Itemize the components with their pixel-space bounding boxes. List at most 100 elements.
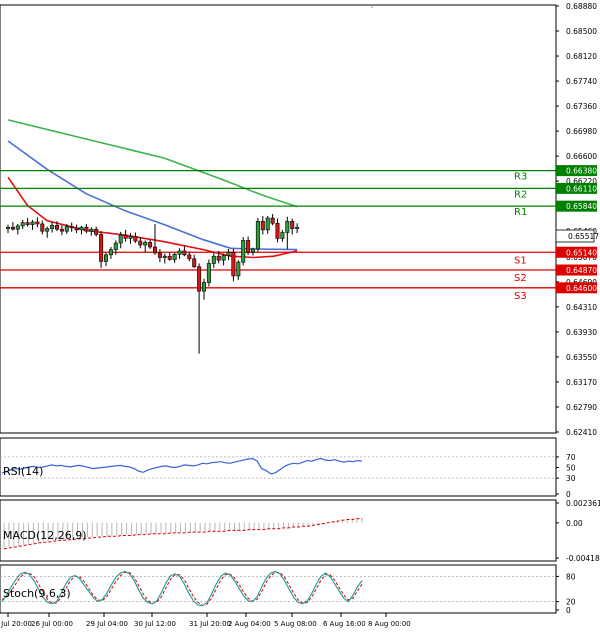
time-tick-label: 31 Jul 20:00: [189, 620, 231, 628]
time-tick-label: 8 Aug 00:00: [368, 620, 411, 628]
price-tick-label: 0.62790: [566, 403, 597, 412]
candle-body: [45, 228, 50, 232]
stoch-signal-line: [1, 571, 363, 606]
level-name-s1: S1: [514, 255, 527, 266]
rsi-tick-label: 0: [566, 490, 571, 499]
candle-body: [74, 227, 79, 231]
stoch-tick-label: 0: [566, 606, 571, 615]
level-name-r2: R2: [514, 189, 527, 200]
candle-body: [69, 226, 74, 229]
candle-body: [265, 217, 270, 231]
candle-body: [246, 240, 251, 253]
rsi-panel[interactable]: [0, 437, 557, 497]
candle-body: [40, 223, 45, 232]
level-price-label: 0.64600: [566, 284, 597, 293]
price-tick-label: 0.68120: [566, 52, 597, 61]
candle-body: [94, 228, 99, 235]
current-price-tag: 0.65517: [555, 229, 599, 243]
level-price-box: [556, 165, 597, 177]
rsi-tick-label: 50: [566, 464, 576, 473]
candle-body: [260, 221, 265, 231]
time-tick-label: 6 Aug 16:00: [323, 620, 366, 628]
macd-tick-label: -0.004182: [566, 554, 600, 563]
candlesticks: [6, 214, 300, 354]
candle-body: [192, 258, 197, 268]
macd-panel[interactable]: [0, 499, 557, 562]
macd-title: MACD(12,26,9): [3, 529, 87, 542]
price-tick-label: 0.66600: [566, 152, 597, 161]
candle-body: [226, 251, 231, 256]
candle-body: [25, 222, 30, 225]
candle-body: [123, 234, 128, 239]
candle-body: [157, 252, 162, 258]
level-name-r3: R3: [514, 172, 527, 183]
level-price-box: [556, 246, 597, 258]
candle-body: [275, 222, 280, 239]
candle-body: [99, 234, 104, 262]
candle-body: [177, 250, 182, 255]
price-tick-label: 0.68500: [566, 27, 597, 36]
candle-body: [148, 242, 153, 248]
ma-line: [7, 176, 298, 259]
candle-body: [89, 228, 94, 232]
candle-body: [162, 255, 167, 258]
candle-body: [20, 222, 25, 227]
time-tick-label: 26 Jul 00:00: [31, 620, 73, 628]
candle-body: [30, 221, 35, 225]
candle-body: [231, 251, 236, 277]
level-price-box: [556, 182, 597, 194]
candle-body: [202, 282, 207, 292]
candle-body: [133, 236, 138, 242]
level-price-box: [556, 282, 597, 294]
price-tick-label: 0.62410: [566, 428, 597, 437]
time-tick-label: 30 Jul 12:00: [134, 620, 176, 628]
candle-body: [104, 254, 109, 262]
rsi-title: RSI(14): [3, 465, 43, 478]
price-tick-label: 0.67360: [566, 102, 597, 111]
price-tick-label: 0.67740: [566, 77, 597, 86]
candle-body: [187, 254, 192, 260]
time-tick-label: 2 Aug 04:00: [228, 620, 271, 628]
pivot-levels: R3 0.66380 R2 0.66110 R1 0.65840 S1 0.65140 S2 0.…: [0, 165, 597, 302]
candle-body: [241, 240, 246, 263]
time-tick-label: 5 Aug 08:00: [274, 620, 317, 628]
level-price-label: 0.66110: [566, 184, 597, 193]
candle-body: [35, 221, 40, 225]
candle-body: [270, 217, 275, 224]
candle-body: [255, 221, 260, 250]
time-tick-label: 25 Jul 20:00: [0, 620, 32, 628]
candle-body: [108, 249, 113, 256]
candle-body: [84, 226, 89, 232]
level-price-label: 0.66380: [566, 167, 597, 176]
level-price-label: 0.64870: [566, 266, 597, 275]
macd-signal-line: [3, 518, 362, 550]
level-price-box: [556, 200, 597, 212]
price-tick-label: 0.63930: [566, 328, 597, 337]
level-price-label: 0.65840: [566, 202, 597, 211]
candle-body: [290, 221, 295, 229]
candle-body: [79, 226, 84, 231]
macd-tick-label: 0.00: [566, 519, 583, 528]
candle-body: [221, 255, 226, 261]
candle-body: [128, 236, 133, 239]
candle-body: [251, 248, 256, 253]
candle-body: [236, 261, 241, 277]
macd-indicator: 0.002361 0.00 -0.004182: [3, 499, 600, 563]
stoch-indicator: 80 200: [0, 570, 576, 615]
candle-body: [167, 255, 172, 260]
price-tick-label: 0.68880: [566, 2, 597, 11]
candle-body: [118, 234, 123, 244]
price-tick-label: 0.64310: [566, 303, 597, 312]
level-name-s2: S2: [514, 273, 527, 284]
stoch-main-line: [1, 570, 363, 607]
candle-body: [143, 242, 148, 246]
price-tick-label: 0.63550: [566, 353, 597, 362]
candle-body: [113, 242, 118, 250]
price-tick-label: 0.63170: [566, 378, 597, 387]
stoch-title: Stoch(9,6,3): [3, 587, 71, 600]
current-price-label: 0.65517: [568, 232, 599, 241]
ma-line: [7, 119, 298, 208]
level-name-r1: R1: [514, 207, 527, 218]
